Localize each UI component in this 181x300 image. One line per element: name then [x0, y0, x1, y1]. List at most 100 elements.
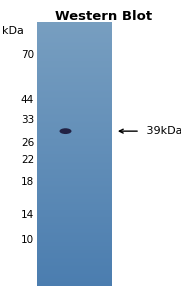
Bar: [37, 25, 112, 26]
Bar: [37, 274, 112, 275]
Bar: [37, 232, 112, 233]
Bar: [37, 246, 112, 248]
Bar: [37, 176, 112, 178]
Bar: [37, 51, 112, 52]
Bar: [37, 247, 112, 249]
Bar: [37, 182, 112, 184]
Bar: [37, 119, 112, 121]
Bar: [37, 127, 112, 129]
Bar: [37, 29, 112, 30]
Bar: [37, 253, 112, 254]
Bar: [37, 135, 112, 136]
Text: 14: 14: [21, 210, 34, 220]
Bar: [37, 202, 112, 204]
Bar: [37, 152, 112, 153]
Bar: [37, 224, 112, 225]
Bar: [37, 93, 112, 94]
Bar: [37, 111, 112, 113]
Bar: [37, 68, 112, 70]
Bar: [37, 90, 112, 92]
Bar: [37, 193, 112, 194]
Bar: [37, 83, 112, 85]
Bar: [37, 179, 112, 180]
Bar: [37, 231, 112, 232]
Bar: [37, 229, 112, 230]
Bar: [37, 96, 112, 97]
Bar: [37, 281, 112, 283]
Bar: [37, 41, 112, 43]
Bar: [37, 220, 112, 221]
Text: 44: 44: [21, 95, 34, 105]
Text: 18: 18: [21, 177, 34, 187]
Bar: [37, 126, 112, 128]
Bar: [37, 273, 112, 274]
Bar: [37, 98, 112, 99]
Bar: [37, 47, 112, 49]
Bar: [37, 55, 112, 57]
Bar: [37, 186, 112, 187]
Bar: [37, 98, 112, 100]
Bar: [37, 240, 112, 242]
Bar: [37, 153, 112, 154]
Bar: [37, 105, 112, 107]
Bar: [37, 256, 112, 257]
Bar: [37, 110, 112, 111]
Bar: [37, 33, 112, 35]
Bar: [37, 182, 112, 183]
Bar: [37, 118, 112, 120]
Bar: [37, 265, 112, 266]
Bar: [37, 199, 112, 200]
Bar: [37, 58, 112, 59]
Bar: [37, 104, 112, 106]
Bar: [37, 278, 112, 279]
Bar: [37, 124, 112, 126]
Bar: [37, 144, 112, 145]
Bar: [37, 130, 112, 131]
Bar: [37, 137, 112, 138]
Bar: [37, 136, 112, 137]
Bar: [37, 76, 112, 78]
Bar: [37, 207, 112, 208]
Bar: [37, 149, 112, 151]
Bar: [37, 75, 112, 76]
Bar: [37, 108, 112, 109]
Bar: [37, 45, 112, 46]
Bar: [37, 117, 112, 118]
Bar: [37, 244, 112, 245]
Bar: [37, 266, 112, 267]
Bar: [37, 279, 112, 280]
Bar: [37, 156, 112, 158]
Bar: [37, 71, 112, 73]
Bar: [37, 230, 112, 231]
Bar: [37, 64, 112, 65]
Bar: [37, 170, 112, 172]
Bar: [37, 79, 112, 80]
Bar: [37, 172, 112, 173]
Bar: [37, 146, 112, 148]
Bar: [37, 89, 112, 91]
Bar: [37, 32, 112, 33]
Bar: [37, 206, 112, 208]
Bar: [37, 221, 112, 222]
Bar: [37, 142, 112, 143]
Bar: [37, 174, 112, 175]
Bar: [37, 39, 112, 40]
Bar: [37, 115, 112, 116]
Bar: [37, 60, 112, 61]
Bar: [37, 141, 112, 142]
Bar: [37, 245, 112, 247]
Bar: [37, 267, 112, 268]
Bar: [37, 74, 112, 75]
Bar: [37, 180, 112, 181]
Bar: [37, 50, 112, 51]
Bar: [37, 214, 112, 215]
Ellipse shape: [60, 128, 71, 134]
Bar: [37, 233, 112, 235]
Bar: [37, 183, 112, 185]
Bar: [37, 225, 112, 227]
Bar: [37, 61, 112, 62]
Bar: [37, 81, 112, 82]
Bar: [37, 263, 112, 265]
Bar: [37, 212, 112, 214]
Bar: [37, 215, 112, 216]
